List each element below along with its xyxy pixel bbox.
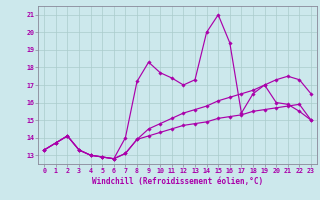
X-axis label: Windchill (Refroidissement éolien,°C): Windchill (Refroidissement éolien,°C)	[92, 177, 263, 186]
